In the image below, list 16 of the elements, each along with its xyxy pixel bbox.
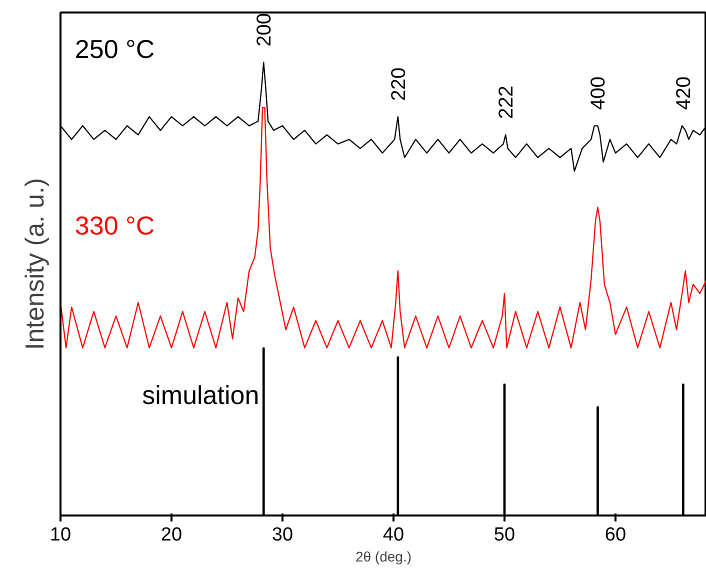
annotation: 220 [388, 67, 410, 101]
annotation: 420 [673, 76, 696, 110]
text: 330 °C [74, 210, 155, 240]
annotation: 200 [254, 13, 276, 46]
x-tick-label: 30 [272, 524, 294, 546]
text: 250 °C [74, 34, 155, 64]
x-tick-label: 20 [160, 524, 182, 546]
x-tick-label: 50 [494, 524, 516, 546]
series-label: simulation [142, 380, 260, 410]
x-tick-label: 40 [382, 524, 404, 546]
x-tick-label: 60 [604, 524, 626, 546]
x-tick-label: 10 [50, 524, 72, 546]
y-axis-title: Intensity (a. u.) [20, 178, 50, 350]
x-axis-title: 2θ (deg.) [355, 548, 412, 564]
annotation: 400 [588, 76, 610, 110]
annotation: 222 [496, 86, 518, 119]
